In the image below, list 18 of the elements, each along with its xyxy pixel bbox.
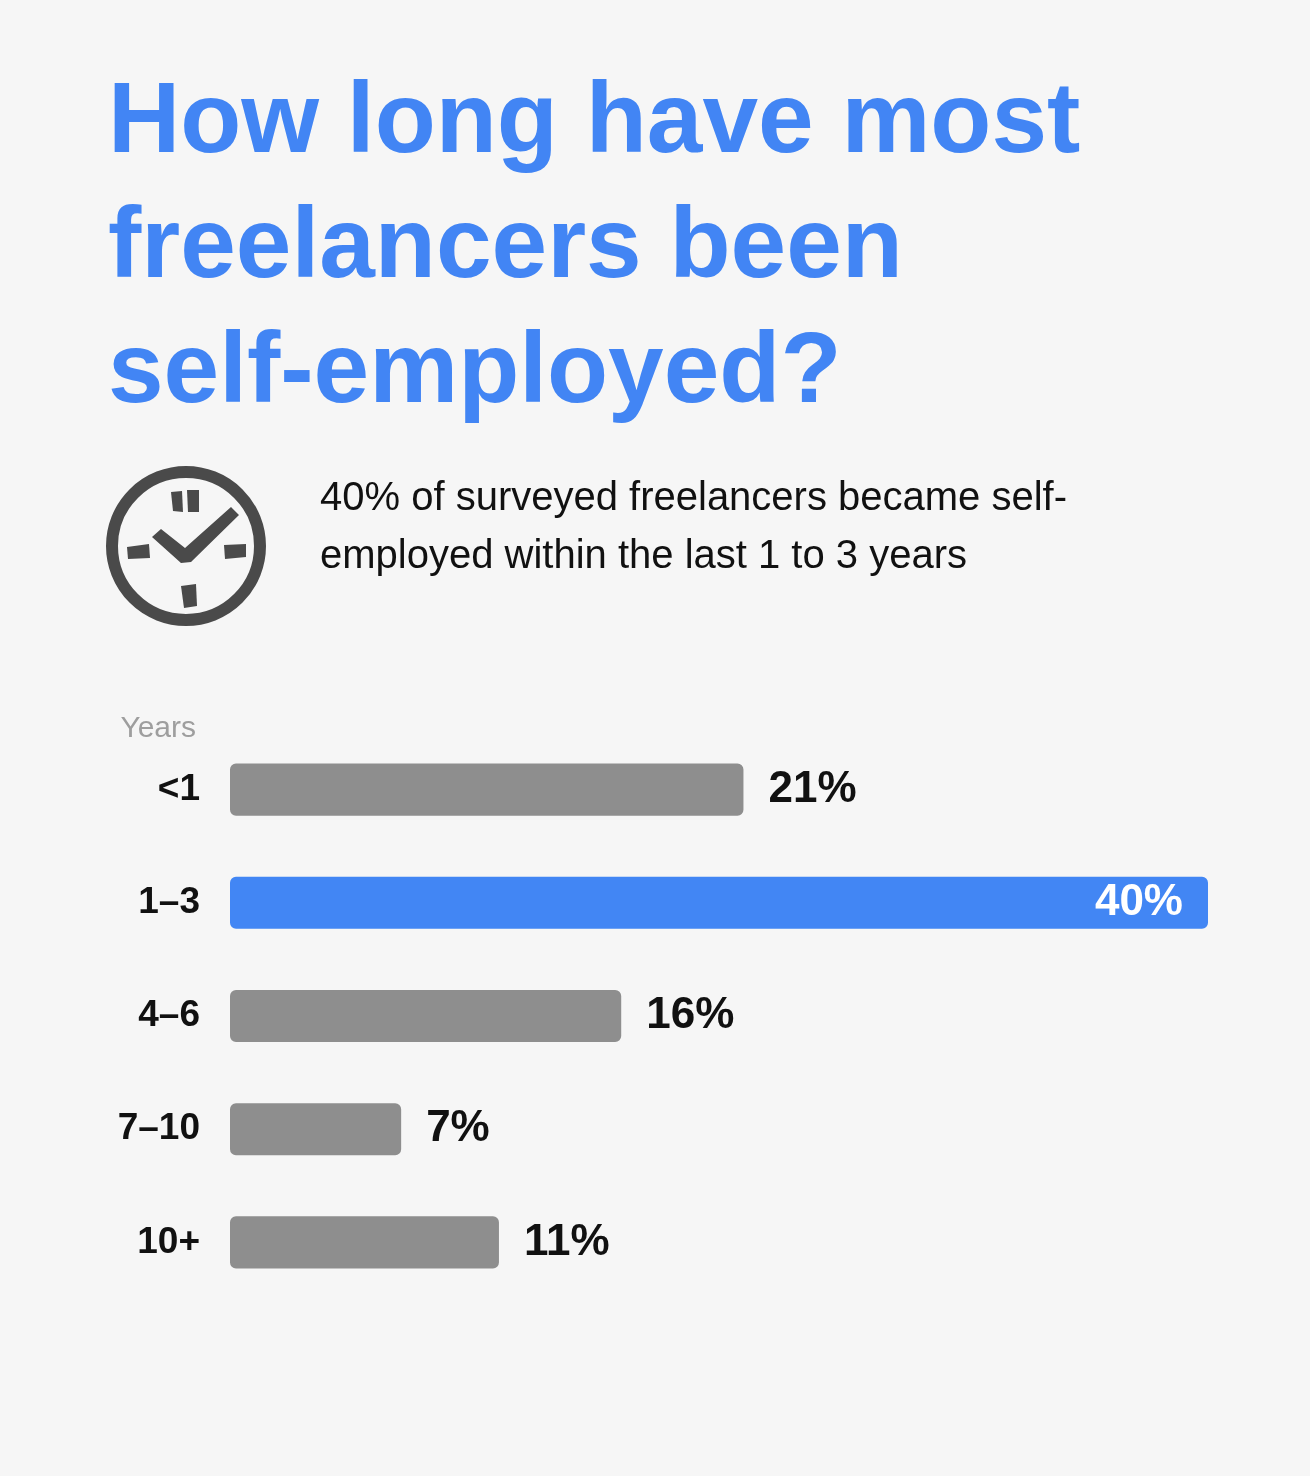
y-tick-label: 4–6 — [138, 993, 200, 1035]
y-axis-title: Years — [119, 710, 196, 744]
bar — [230, 876, 1208, 929]
data-label: 21% — [768, 761, 857, 811]
data-label: 16% — [646, 988, 735, 1038]
chart-title: How long have most freelancers been self-employed? — [108, 60, 1082, 425]
bar — [230, 763, 744, 816]
data-label: 40% — [1094, 874, 1183, 924]
y-tick-label: 10+ — [137, 1219, 200, 1261]
y-tick-label: 7–10 — [117, 1106, 200, 1148]
bar — [230, 1103, 402, 1156]
bar — [230, 989, 622, 1043]
y-tick-label: <1 — [157, 766, 200, 808]
y-tick-label: 1–3 — [138, 880, 200, 921]
data-label: 11% — [523, 1214, 610, 1264]
bar — [230, 1216, 499, 1269]
chart-subtitle: 40% of surveyed freelancers became self-employed within the last 1 to 3 years — [320, 473, 1069, 578]
data-label: 7% — [426, 1101, 490, 1151]
